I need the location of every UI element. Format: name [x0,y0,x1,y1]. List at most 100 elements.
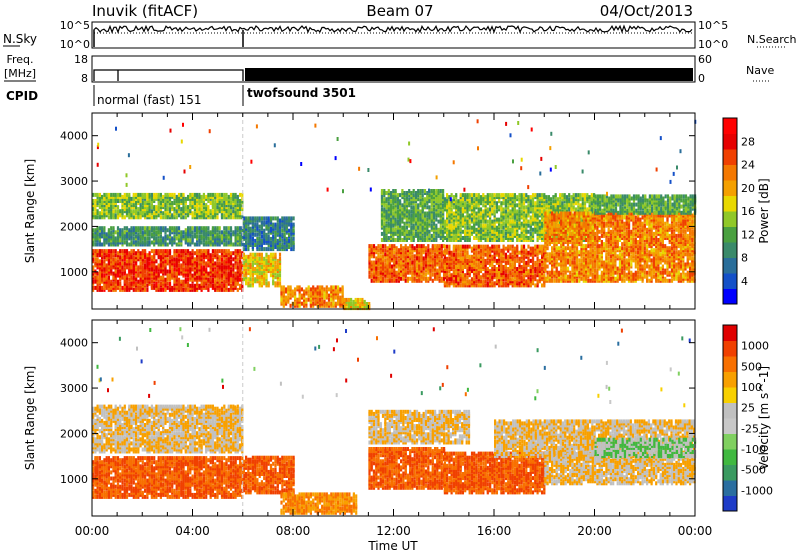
cell [110,199,113,203]
cell [96,209,99,214]
cell [218,209,221,214]
cell [263,258,266,263]
cell [141,285,144,290]
cell [223,209,226,214]
cell [332,297,335,302]
cell [139,196,142,201]
cell [254,277,257,282]
cell [390,217,393,222]
cell [184,265,187,270]
cell [417,189,420,193]
cell [182,261,185,266]
cell [477,265,480,269]
region-5 [280,285,344,308]
cell [182,199,185,203]
cell [119,230,122,235]
cell [116,259,120,264]
cell [171,203,174,208]
cell [391,270,394,275]
cell [184,267,187,272]
cell [502,281,505,286]
cell [202,226,205,231]
cell [168,261,172,266]
cell [278,258,282,263]
cell [401,238,404,242]
cell [187,226,190,231]
cell [401,211,404,216]
cell [468,244,471,249]
cell [139,209,142,214]
cell [249,283,252,288]
cell [265,273,268,278]
cell [166,273,169,278]
cell [417,231,420,236]
cell [242,252,245,257]
cell [379,260,382,265]
cell [256,226,259,231]
cell [116,205,120,210]
cell [98,251,101,256]
cell [180,199,183,203]
cell [330,289,333,294]
cell [406,260,409,265]
cell [234,253,237,258]
cell [216,253,219,258]
cell [406,252,409,257]
cell [411,266,414,271]
cell [316,289,319,294]
cell [193,285,196,290]
cell [144,251,147,256]
region-7 [368,244,446,283]
cell [128,234,131,239]
cell [101,251,104,256]
cell [166,234,169,239]
cell [229,240,233,245]
cell [276,218,279,223]
cell [388,266,391,271]
cell [431,246,434,251]
cell [105,213,108,218]
cell [132,249,135,254]
cell [383,227,386,232]
cell [452,273,455,278]
cell [283,245,286,249]
cell [428,205,431,210]
cell [245,226,248,231]
cell [103,255,106,260]
cell [294,301,297,306]
cell [153,271,156,276]
cell [280,285,283,290]
cell [184,205,187,210]
cell [414,191,418,195]
cell [121,194,124,199]
cell [325,293,328,298]
cell [391,266,394,271]
cell [110,230,113,235]
cell [214,203,217,208]
cell [296,285,299,290]
cell [426,236,429,240]
cell [173,267,176,272]
cell [132,287,135,292]
cell [399,203,402,208]
cell [446,279,449,284]
cell [285,243,288,247]
cell [274,230,277,235]
cell [507,244,510,249]
cell [105,271,108,276]
cell [461,193,464,198]
cell [375,256,378,261]
cell [200,261,203,266]
cell [168,269,172,274]
cell [166,199,169,203]
cell [114,192,117,197]
cell [452,279,455,284]
cell [184,271,187,276]
region-1 [92,192,244,220]
cell [168,199,172,203]
cell [520,244,523,249]
cell [251,252,254,257]
cell [269,243,273,247]
cell [132,236,135,241]
cell [312,303,315,308]
